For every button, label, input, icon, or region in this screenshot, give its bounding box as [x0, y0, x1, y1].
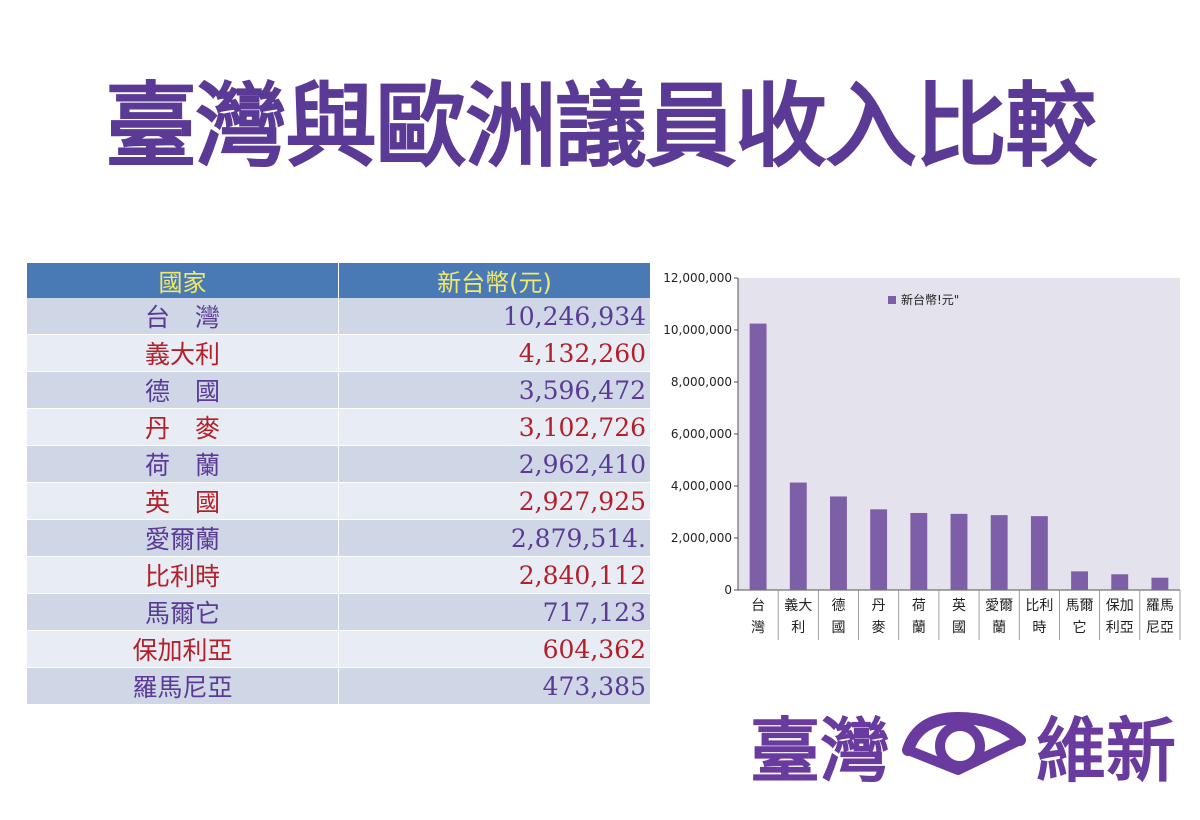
income-bar-chart: 0 2,000,000 4,000,000 6,000,000 8,000,000 10,…: [660, 262, 1185, 652]
bar: [1071, 571, 1088, 590]
party-logo: 臺灣 維新: [750, 700, 1176, 792]
logo-text-right: 維新: [1036, 708, 1176, 792]
table-row: 羅馬尼亞 473,385: [27, 667, 650, 705]
x-tick-label: 利: [791, 620, 805, 636]
x-tick-label: 麥: [872, 620, 886, 636]
table-row: 德 國 3,596,472: [27, 371, 650, 409]
x-tick-label: 丹: [872, 598, 886, 614]
x-tick-label: 德: [831, 598, 845, 614]
country-cell: 德 國: [27, 371, 339, 409]
page-title: 臺灣與歐洲議員收入比較: [104, 73, 1097, 180]
x-tick-label: 時: [1032, 620, 1046, 636]
amount-cell: 473,385: [338, 667, 650, 705]
x-tick-label: 荷: [912, 598, 926, 614]
logo-mark-icon: [902, 711, 1026, 775]
bar: [1151, 577, 1169, 590]
x-tick-label: 國: [952, 620, 966, 636]
x-tick-label: 國: [831, 620, 845, 636]
table-row: 保加利亞 604,362: [27, 630, 650, 668]
table-row: 義大利 4,132,260: [27, 334, 650, 372]
country-cell: 愛爾蘭: [27, 519, 339, 557]
logo-text-left: 臺灣: [750, 708, 890, 792]
x-tick-label: 蘭: [912, 620, 926, 636]
bar: [830, 496, 847, 590]
x-tick-label: 愛爾: [985, 598, 1013, 614]
bar: [870, 509, 888, 590]
x-tick-label: 尼亞: [1146, 620, 1174, 636]
bar: [749, 323, 767, 590]
x-tick-label: 利亞: [1106, 620, 1134, 636]
y-tick-label: 2,000,000: [671, 531, 732, 545]
x-tick-label: 台: [751, 598, 765, 614]
bar: [910, 512, 928, 590]
x-tick-label: 保加: [1106, 598, 1134, 614]
legend-swatch: [888, 296, 896, 304]
amount-cell: 717,123: [338, 593, 650, 631]
amount-cell: 4,132,260: [338, 334, 650, 372]
x-tick-label: 蘭: [992, 620, 1006, 636]
country-cell: 英 國: [27, 482, 339, 520]
country-cell: 台 灣: [27, 298, 339, 335]
table-row: 荷 蘭 2,962,410: [27, 445, 650, 483]
x-tick-label: 它: [1073, 619, 1087, 636]
amount-cell: 2,879,514.: [338, 519, 650, 557]
amount-cell: 604,362: [338, 630, 650, 668]
amount-cell: 2,840,112: [338, 556, 650, 594]
x-tick-label: 比利: [1025, 598, 1053, 614]
y-tick-label: 0: [724, 583, 732, 597]
bar: [1030, 516, 1048, 590]
country-cell: 丹 麥: [27, 408, 339, 446]
table-row: 愛爾蘭 2,879,514.: [27, 519, 650, 557]
legend-label: 新台幣!元": [901, 292, 959, 307]
table-row: 比利時 2,840,112: [27, 556, 650, 594]
country-cell: 羅馬尼亞: [27, 667, 339, 705]
country-cell: 馬爾它: [27, 593, 339, 631]
x-tick-label: 灣: [751, 620, 765, 636]
y-tick-label: 6,000,000: [671, 427, 732, 441]
table-row: 英 國 2,927,925: [27, 482, 650, 520]
bar: [789, 482, 807, 590]
country-cell: 荷 蘭: [27, 445, 339, 483]
bar: [990, 515, 1008, 590]
x-tick-label: 馬爾: [1066, 598, 1094, 614]
column-header-amount: 新台幣(元): [338, 263, 650, 298]
y-tick-label: 8,000,000: [671, 375, 732, 389]
amount-cell: 10,246,934: [338, 298, 650, 335]
x-tick-label: 英: [952, 597, 966, 614]
x-tick-label: 羅馬: [1146, 598, 1174, 614]
table-row: 馬爾它 717,123: [27, 593, 650, 631]
table-row: 丹 麥 3,102,726: [27, 408, 650, 446]
x-tick-label: 義大: [784, 597, 812, 614]
country-cell: 義大利: [27, 334, 339, 372]
country-cell: 比利時: [27, 556, 339, 594]
amount-cell: 2,962,410: [338, 445, 650, 483]
amount-cell: 2,927,925: [338, 482, 650, 520]
country-cell: 保加利亞: [27, 630, 339, 668]
y-tick-label: 4,000,000: [671, 479, 732, 493]
bar: [1111, 574, 1129, 590]
chart-svg: 0 2,000,000 4,000,000 6,000,000 8,000,000 10,…: [663, 271, 1181, 640]
income-table: 國家 新台幣(元) 台 灣 10,246,934 義大利 4,132,260 德 國 3,…: [27, 263, 650, 705]
amount-cell: 3,596,472: [338, 371, 650, 409]
bar: [950, 513, 968, 590]
y-tick-label: 12,000,000: [663, 271, 732, 285]
table-row: 台 灣 10,246,934: [27, 298, 650, 335]
amount-cell: 3,102,726: [338, 408, 650, 446]
column-header-country: 國家: [27, 263, 339, 298]
y-tick-label: 10,000,000: [663, 323, 732, 337]
